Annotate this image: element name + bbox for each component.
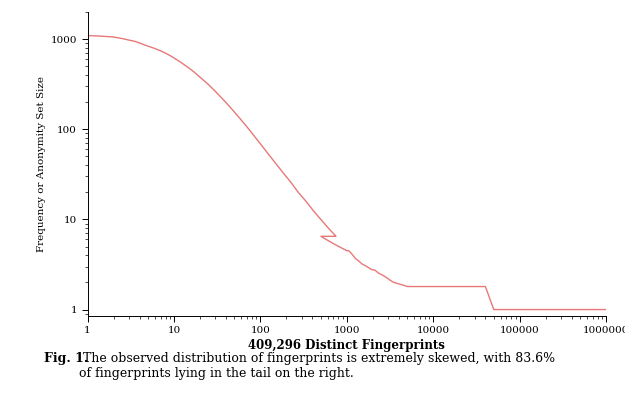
X-axis label: 409,296 Distinct Fingerprints: 409,296 Distinct Fingerprints bbox=[249, 339, 445, 352]
Y-axis label: Frequency or Anonymity Set Size: Frequency or Anonymity Set Size bbox=[38, 76, 46, 252]
Text: Fig. 1.: Fig. 1. bbox=[44, 352, 88, 365]
Text: The observed distribution of fingerprints is extremely skewed, with 83.6%
of fin: The observed distribution of fingerprint… bbox=[79, 352, 556, 380]
